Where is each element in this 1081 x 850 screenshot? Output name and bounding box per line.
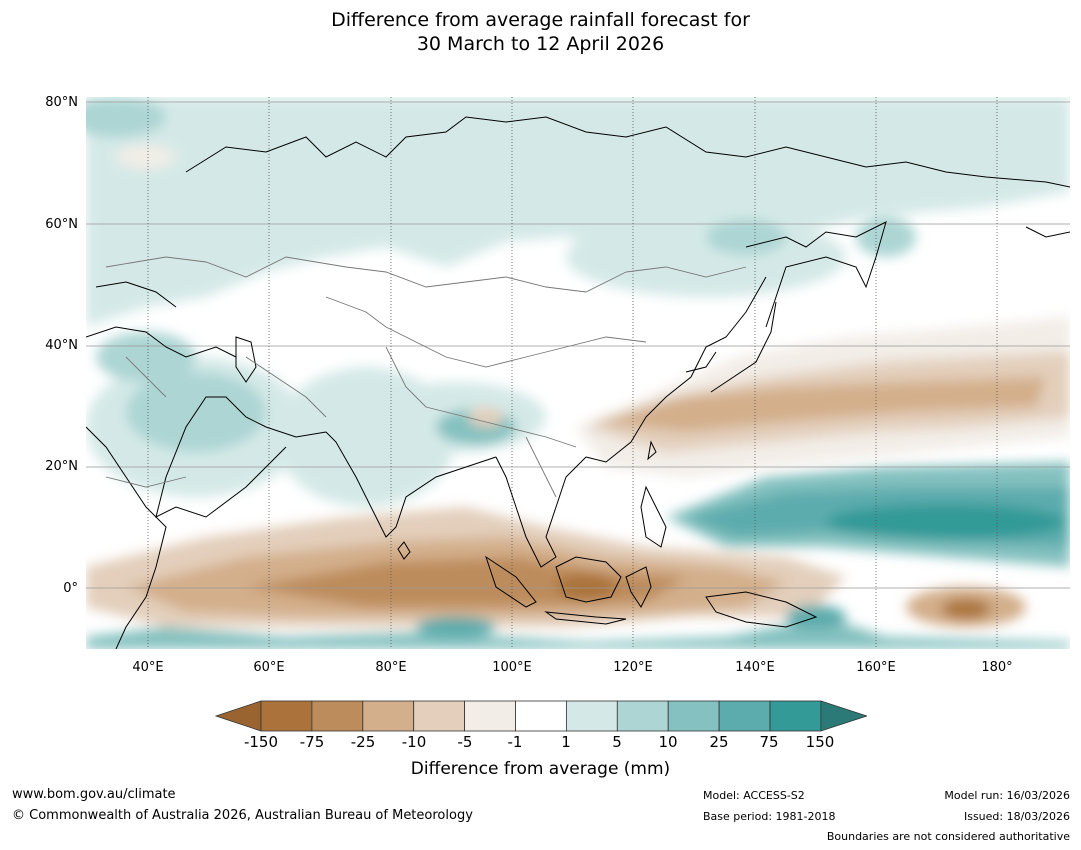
- rainfall-anomaly-map: [86, 97, 1070, 649]
- colorbar-segment: [260, 700, 313, 732]
- lat-label-20n: 20°N: [45, 459, 78, 474]
- colorbar-tick: -75: [299, 733, 325, 751]
- country-borders: [105, 256, 747, 498]
- issued-text: Issued: 18/03/2026: [963, 810, 1070, 823]
- lat-label-40n: 40°N: [45, 338, 78, 353]
- colorbar-label: Difference from average (mm): [410, 759, 671, 779]
- colorbar-segment: [667, 700, 720, 732]
- colorbar-tick: -10: [401, 733, 427, 751]
- lon-label-140e: 140°E: [735, 660, 775, 675]
- colorbar-segment: [362, 700, 415, 732]
- colorbar-segment: [769, 700, 822, 732]
- colorbar-segment: [311, 700, 364, 732]
- website-link[interactable]: www.bom.gov.au/climate: [12, 787, 176, 802]
- colorbar-tick: -150: [243, 733, 279, 751]
- lon-label-80e: 80°E: [375, 660, 407, 675]
- coastlines: [86, 116, 1070, 649]
- colorbar-segment: [413, 700, 465, 732]
- lon-label-180: 180°: [981, 660, 1013, 675]
- anomaly-field: [86, 97, 1070, 649]
- colorbar-segment: [616, 700, 669, 732]
- lon-label-40e: 40°E: [132, 660, 164, 675]
- colorbar-under-arrow: [215, 700, 262, 732]
- colorbar-segment: [464, 700, 516, 732]
- colorbar-tick: -1: [507, 733, 523, 751]
- colorbar-tick: 75: [759, 733, 779, 751]
- lat-label-80n: 80°N: [45, 95, 78, 110]
- disclaimer-text: Boundaries are not considered authoritat…: [826, 830, 1070, 843]
- colorbar-tick: 150: [805, 733, 835, 751]
- colorbar-tick: 10: [658, 733, 678, 751]
- lat-label-60n: 60°N: [45, 217, 78, 232]
- colorbar-tick: -25: [350, 733, 376, 751]
- colorbar-tick: -5: [457, 733, 473, 751]
- model-run-text: Model run: 16/03/2026: [944, 789, 1070, 802]
- colorbar-tick: 5: [612, 733, 622, 751]
- title-line-2: 30 March to 12 April 2026: [416, 33, 665, 55]
- longitude-gridlines: [147, 97, 998, 649]
- lat-label-0: 0°: [63, 581, 78, 596]
- colorbar-segment: [565, 700, 618, 732]
- lon-label-100e: 100°E: [492, 660, 532, 675]
- model-text: Model: ACCESS-S2: [703, 789, 805, 802]
- copyright-text: © Commonwealth of Australia 2026, Austra…: [12, 808, 473, 823]
- colorbar-over-arrow: [820, 700, 867, 732]
- lon-label-60e: 60°E: [253, 660, 285, 675]
- base-period-text: Base period: 1981-2018: [703, 810, 836, 823]
- lon-label-120e: 120°E: [613, 660, 653, 675]
- map-svg: [86, 97, 1070, 649]
- colorbar-tick: 1: [561, 733, 571, 751]
- colorbar-tick: 25: [709, 733, 729, 751]
- title-line-1: Difference from average rainfall forecas…: [331, 9, 750, 31]
- colorbar-segment: [718, 700, 771, 732]
- colorbar-segment: [515, 700, 567, 732]
- map-title: Difference from average rainfall forecas…: [0, 8, 1081, 56]
- colorbar: [215, 700, 867, 732]
- lon-label-160e: 160°E: [856, 660, 896, 675]
- latitude-gridlines: [86, 101, 1070, 589]
